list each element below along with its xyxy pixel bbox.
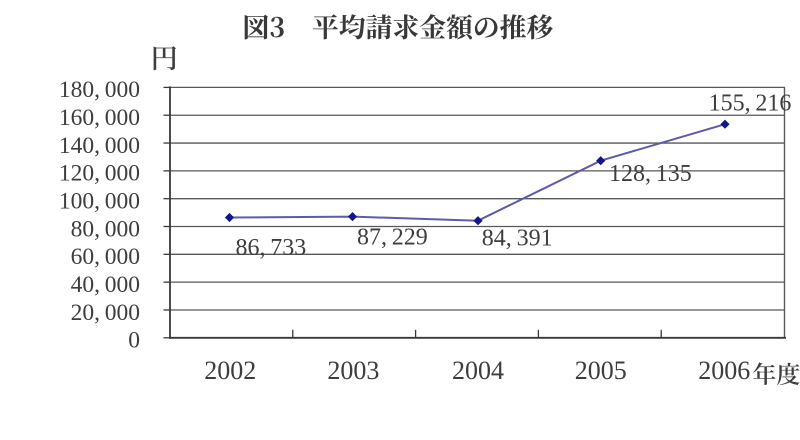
svg-text:0: 0: [128, 328, 140, 354]
svg-text:87, 229: 87, 229: [357, 225, 428, 251]
svg-text:40, 000: 40, 000: [71, 272, 140, 298]
svg-text:2006: 2006: [698, 356, 750, 385]
svg-text:180, 000: 180, 000: [59, 77, 140, 103]
svg-text:86, 733: 86, 733: [236, 235, 307, 261]
svg-text:160, 000: 160, 000: [59, 105, 140, 131]
svg-text:128, 135: 128, 135: [609, 161, 692, 187]
svg-text:20, 000: 20, 000: [71, 300, 140, 326]
svg-text:84, 391: 84, 391: [482, 226, 553, 252]
svg-text:2002: 2002: [204, 356, 256, 385]
svg-text:140, 000: 140, 000: [59, 133, 140, 159]
svg-text:2005: 2005: [575, 356, 627, 385]
svg-text:60, 000: 60, 000: [71, 244, 140, 270]
svg-text:2004: 2004: [452, 356, 504, 385]
svg-text:120, 000: 120, 000: [59, 161, 140, 187]
svg-text:100, 000: 100, 000: [59, 189, 140, 215]
svg-text:155, 216: 155, 216: [709, 90, 792, 116]
svg-text:2003: 2003: [327, 356, 379, 385]
svg-text:80, 000: 80, 000: [71, 216, 140, 242]
